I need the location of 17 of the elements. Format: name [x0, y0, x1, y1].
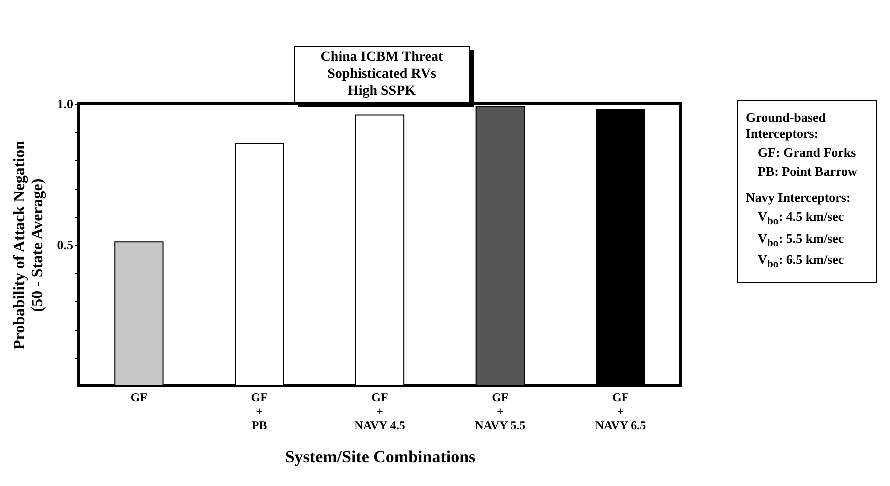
chart-title: China ICBM Threat Sophisticated RVs High SSPK [294, 46, 470, 103]
text: V$_{bo}$: 5.5 km/sec [757, 230, 846, 250]
y-axis-title: Probability of Attack Negation (50 - State Average) [11, 140, 46, 350]
y-tick-label: 1.0 [57, 96, 74, 112]
text: PB: Point Barrow [757, 164, 858, 180]
text: Ground-based Interceptors: [746, 110, 827, 142]
text: Navy Interceptors: [746, 190, 852, 206]
x-tick-label: GF + NAVY 6.5 [595, 390, 646, 432]
x-tick-label: GF + PB [251, 390, 268, 432]
text: V$_{bo}$: 6.5 km/sec [757, 252, 846, 271]
x-tick-label: GF [130, 390, 148, 404]
x-tick-label: GF + NAVY 5.5 [475, 390, 526, 432]
x-axis-title: System/Site Combinations [285, 448, 476, 466]
text: V$_{bo}$: 4.5 km/sec [757, 209, 846, 228]
text: GF: Grand Forks [757, 145, 858, 161]
x-tick-label: GF + NAVY 4.5 [354, 390, 406, 432]
y-tick-label: 0.5 [57, 238, 74, 252]
